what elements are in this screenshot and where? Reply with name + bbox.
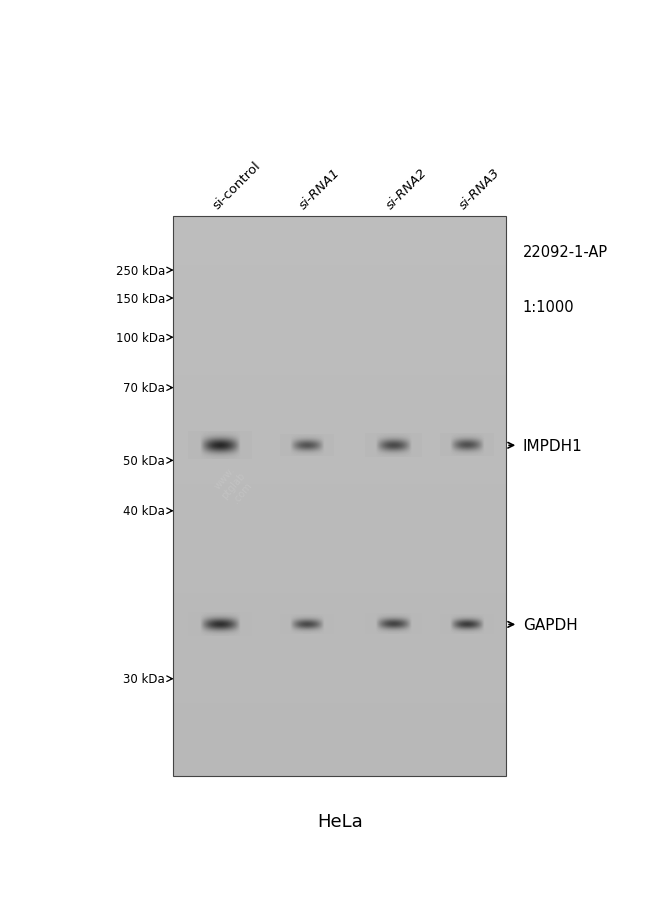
Text: IMPDH1: IMPDH1 [523,438,583,454]
Text: 100 kDa: 100 kDa [116,331,165,345]
Text: si-RNA1: si-RNA1 [297,166,343,212]
Text: si-control: si-control [210,159,264,212]
Text: www.
ptglab
.com: www. ptglab .com [210,463,256,508]
Text: 40 kDa: 40 kDa [123,505,165,518]
Text: si-RNA3: si-RNA3 [457,166,503,212]
Bar [173,216,506,776]
Text: 50 kDa: 50 kDa [123,455,165,467]
Text: HeLa: HeLa [317,812,362,830]
Text: 1:1000: 1:1000 [523,299,575,314]
Text: 22092-1-AP: 22092-1-AP [523,245,608,260]
Text: GAPDH: GAPDH [523,617,577,632]
Text: 70 kDa: 70 kDa [123,382,165,395]
Text: si-RNA2: si-RNA2 [384,166,430,212]
Text: 150 kDa: 150 kDa [116,292,165,305]
Text: 30 kDa: 30 kDa [123,673,165,686]
Text: 250 kDa: 250 kDa [116,264,165,277]
